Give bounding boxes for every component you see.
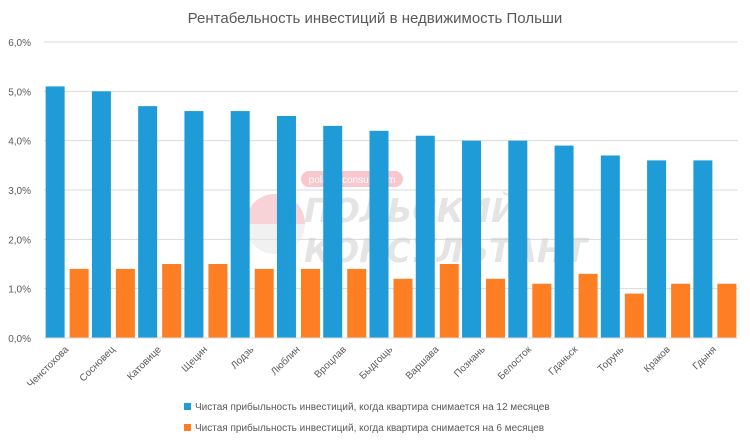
bar-12-months <box>184 111 204 338</box>
bar-6-months <box>162 264 182 338</box>
y-tick-label: 6,0% <box>8 38 31 49</box>
bar-6-months <box>578 273 598 338</box>
bar-6-months <box>208 264 228 338</box>
x-tick-label: Торунь <box>596 344 626 374</box>
x-axis-ticks: Ченстохова Сосновец Катовице Щецин Лодзь Любл… <box>25 344 719 391</box>
bar-6-months <box>671 283 691 338</box>
bar-12-months <box>462 140 482 338</box>
x-tick-label: Варшава <box>404 344 442 382</box>
watermark-flag-red <box>245 194 305 224</box>
bar-12-months <box>323 125 343 338</box>
y-tick-label: 3,0% <box>8 186 31 197</box>
legend-label: Чистая прибыльность инвестиций, когда кв… <box>195 422 544 434</box>
x-tick-label: Белосток <box>496 344 534 382</box>
x-tick-label: Щецин <box>180 344 210 374</box>
y-axis-ticks: 0,0% 1,0% 2,0% 3,0% 4,0% 5,0% 6,0% <box>8 38 31 345</box>
bar-6-months <box>69 268 89 338</box>
bar-6-months <box>393 278 413 338</box>
bar-12-months <box>647 160 667 338</box>
bar-6-months <box>439 264 459 338</box>
bar-12-months <box>554 145 574 338</box>
watermark-line2: КОНСУЛЬТАНТ <box>304 231 590 270</box>
legend: Чистая прибыльность инвестиций, когда кв… <box>184 401 550 434</box>
grid-lines <box>44 41 738 290</box>
watermark-site: poland-consult.com <box>309 175 396 186</box>
y-tick-label: 5,0% <box>8 87 31 98</box>
bar-12-months <box>91 91 111 338</box>
bar-6-months <box>717 283 737 338</box>
bar-6-months <box>532 283 552 338</box>
bar-6-months <box>300 268 320 338</box>
x-tick-label: Сосновец <box>78 344 118 384</box>
x-tick-label: Гданьск <box>547 344 581 378</box>
bar-6-months <box>624 293 644 338</box>
legend-label: Чистая прибыльность инвестиций, когда кв… <box>195 401 550 413</box>
y-tick-label: 2,0% <box>8 235 31 246</box>
legend-swatch <box>184 403 191 410</box>
y-tick-label: 1,0% <box>8 285 31 296</box>
x-tick-label: Вроцлав <box>313 344 349 380</box>
x-tick-label: Познань <box>452 344 487 379</box>
x-tick-label: Гдыня <box>691 344 719 372</box>
legend-swatch <box>184 424 191 431</box>
bar-12-months <box>230 111 250 338</box>
bar-12-months <box>276 116 296 338</box>
bar-12-months <box>508 140 528 338</box>
bar-12-months <box>138 106 158 338</box>
bars <box>45 86 737 339</box>
x-tick-label: Лодзь <box>229 344 256 371</box>
bar-12-months <box>45 86 65 339</box>
bar-6-months <box>347 268 367 338</box>
x-tick-label: Люблин <box>268 344 302 378</box>
bar-6-months <box>254 268 274 338</box>
bar-12-months <box>693 160 713 338</box>
bar-12-months <box>600 155 620 338</box>
chart-title: Рентабельность инвестиций в недвижимость… <box>188 10 563 27</box>
bar-6-months <box>115 268 135 338</box>
bar-12-months <box>369 130 389 338</box>
bar-6-months <box>486 278 506 338</box>
x-tick-label: Краков <box>642 344 673 375</box>
bar-12-months <box>415 135 435 338</box>
x-tick-label: Ченстохова <box>25 344 71 390</box>
y-tick-label: 4,0% <box>8 137 31 148</box>
x-tick-label: Быдгощь <box>358 344 395 381</box>
y-tick-label: 0,0% <box>8 334 31 345</box>
x-tick-label: Катовице <box>125 344 164 383</box>
